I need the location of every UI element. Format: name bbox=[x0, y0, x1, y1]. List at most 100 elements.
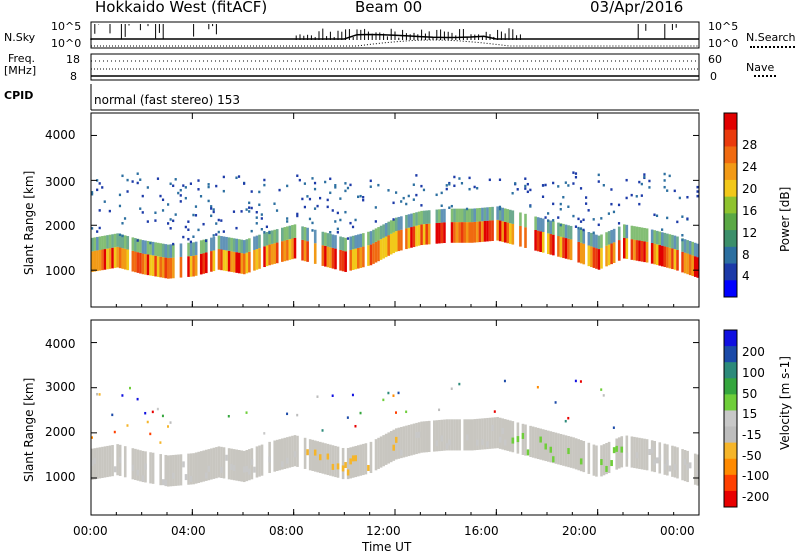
velocity-core-column bbox=[283, 437, 287, 469]
velocity-core-column bbox=[351, 446, 355, 478]
power-colorbar-segment bbox=[724, 280, 737, 298]
power-upper-column bbox=[96, 236, 99, 251]
velocity-core-column bbox=[643, 438, 646, 470]
power-speckle bbox=[126, 178, 129, 182]
xlabel: Time UT bbox=[362, 540, 412, 554]
power-speckle bbox=[179, 188, 182, 192]
velocity-core-column bbox=[237, 450, 241, 482]
power-speckle bbox=[174, 178, 177, 181]
power-core-column bbox=[146, 254, 150, 276]
velocity-core-column bbox=[653, 440, 656, 473]
velocity-colored-patch bbox=[136, 469, 140, 476]
velocity-speckle bbox=[129, 386, 131, 390]
power-core-column bbox=[103, 249, 107, 270]
velocity-core-column bbox=[336, 446, 340, 478]
power-speckle bbox=[222, 189, 225, 193]
power-upper-column bbox=[389, 220, 393, 234]
power-speckle bbox=[98, 226, 101, 230]
power-core-column bbox=[427, 223, 431, 245]
power-speckle bbox=[139, 178, 142, 181]
velocity-speckle bbox=[161, 414, 164, 418]
power-upper-column bbox=[161, 243, 165, 258]
power-speckle bbox=[275, 209, 279, 212]
velocity-core-column bbox=[473, 419, 477, 451]
power-upper-column bbox=[564, 224, 568, 239]
freq-unit-label: [MHz] bbox=[4, 64, 37, 77]
power-core-column bbox=[217, 249, 221, 270]
power-colorbar-segment bbox=[724, 163, 737, 181]
power-upper-column bbox=[379, 225, 383, 240]
power-speckle bbox=[402, 196, 405, 200]
power-upper-column bbox=[612, 228, 616, 243]
power-colorbar-segment bbox=[724, 113, 737, 131]
power-upper-column bbox=[134, 238, 137, 252]
power-speckle bbox=[374, 220, 377, 223]
power-core-column bbox=[579, 242, 583, 264]
velocity-speckle bbox=[536, 385, 539, 389]
power-upper-column bbox=[415, 212, 418, 226]
power-speckle bbox=[212, 208, 215, 211]
power-speckle bbox=[359, 194, 362, 198]
velocity-core-column bbox=[210, 448, 213, 480]
velocity-core-column bbox=[194, 452, 198, 484]
power-core-column bbox=[519, 225, 522, 247]
power-speckle bbox=[407, 194, 410, 198]
power-core-column bbox=[511, 223, 515, 245]
power-core-column bbox=[116, 246, 119, 268]
power-speckle bbox=[562, 195, 565, 199]
power-speckle bbox=[141, 211, 144, 214]
power-upper-column bbox=[227, 237, 231, 251]
velocity-colored-patch bbox=[164, 479, 168, 486]
velocity-core-column bbox=[293, 435, 297, 467]
power-upper-column bbox=[121, 234, 124, 249]
power-speckle bbox=[468, 176, 471, 180]
power-core-column bbox=[91, 251, 94, 272]
power-upper-column bbox=[240, 239, 244, 254]
power-speckle bbox=[587, 209, 590, 212]
power-speckle bbox=[559, 202, 562, 206]
power-core-column bbox=[334, 248, 337, 270]
power-upper-column bbox=[422, 210, 426, 225]
velocity-core-column bbox=[232, 449, 236, 481]
power-upper-column bbox=[98, 236, 102, 250]
nave-label: Nave bbox=[746, 61, 775, 74]
velocity-core-column bbox=[435, 420, 439, 452]
power-core-column bbox=[156, 256, 160, 277]
velocity-core-column bbox=[638, 437, 641, 469]
power-upper-column bbox=[443, 208, 446, 223]
power-core-column bbox=[686, 253, 689, 275]
power-speckle bbox=[445, 184, 448, 187]
power-upper-column bbox=[458, 208, 461, 223]
velocity-core-column bbox=[478, 418, 482, 450]
velocity-speckle bbox=[96, 392, 99, 396]
power-core-column bbox=[253, 249, 256, 271]
power-speckle bbox=[412, 198, 415, 201]
noise-tick-top-left: 10^5 bbox=[51, 20, 82, 33]
power-upper-column bbox=[164, 244, 168, 258]
velocity-core-column bbox=[402, 426, 406, 458]
power-upper-column bbox=[258, 234, 261, 249]
power-core-column bbox=[225, 250, 228, 272]
power-speckle bbox=[313, 207, 317, 210]
power-upper-column bbox=[605, 232, 608, 246]
power-cb-4: 4 bbox=[742, 269, 750, 283]
power-upper-column bbox=[136, 238, 140, 253]
power-core-column bbox=[476, 221, 479, 243]
power-upper-column bbox=[663, 232, 667, 247]
power-speckle bbox=[544, 183, 547, 187]
velocity-core-column bbox=[131, 448, 135, 480]
power-speckle bbox=[572, 171, 575, 174]
power-core-column bbox=[509, 223, 512, 244]
velocity-core-column bbox=[303, 437, 307, 469]
power-upper-column bbox=[397, 216, 401, 231]
power-speckle bbox=[450, 204, 453, 208]
power-upper-column bbox=[151, 241, 155, 256]
power-upper-column bbox=[607, 231, 611, 245]
power-speckle bbox=[136, 181, 139, 185]
power-speckle bbox=[597, 180, 600, 183]
power-upper-column bbox=[220, 236, 223, 250]
power-speckle bbox=[326, 205, 329, 209]
power-speckle bbox=[638, 180, 641, 184]
power-core-column bbox=[623, 237, 626, 259]
